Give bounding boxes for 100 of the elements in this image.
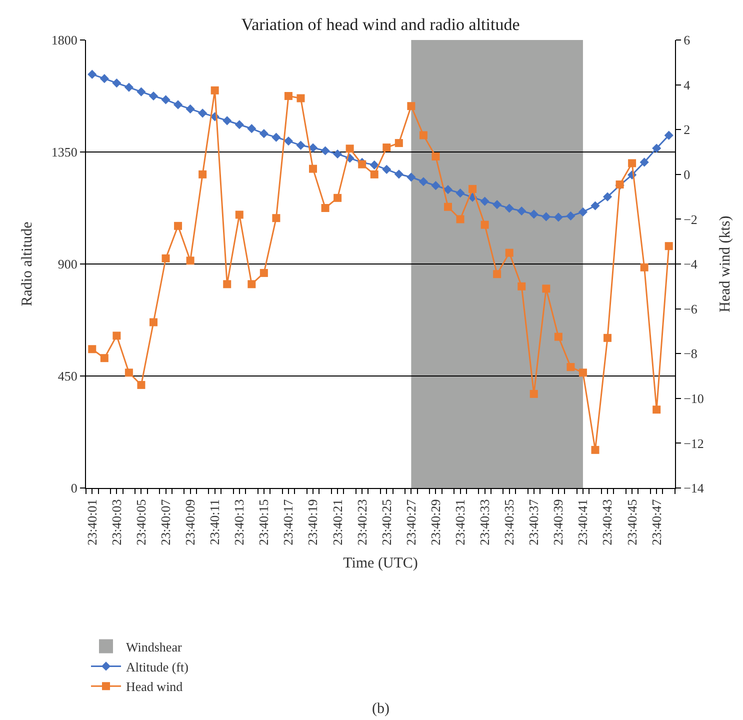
- x-tick-label: 23:40:25: [378, 499, 394, 546]
- x-tick-label: 23:40:33: [477, 499, 492, 546]
- x-tick-label: 23:40:21: [330, 499, 345, 546]
- point: [247, 124, 256, 134]
- point: [578, 207, 588, 217]
- y-tick-label: 1350: [51, 144, 78, 160]
- x-tick-label: 23:40:39: [550, 499, 566, 546]
- y2-tick-label: 0: [684, 166, 690, 182]
- y2-tick-label: −4: [684, 256, 698, 272]
- point: [517, 206, 526, 216]
- point: [480, 220, 489, 229]
- point: [174, 222, 182, 230]
- point: [591, 446, 600, 454]
- point: [272, 214, 280, 222]
- point: [456, 188, 465, 198]
- point: [468, 184, 477, 193]
- point: [602, 192, 612, 202]
- point: [578, 368, 587, 377]
- y2-tick-label: −6: [684, 301, 698, 316]
- y2-tick-label: −8: [684, 346, 698, 362]
- point: [234, 120, 244, 130]
- text: (b): [372, 701, 390, 717]
- x-tick-label: 23:40:17: [280, 498, 296, 546]
- x-tick-label: 23:40:27: [403, 498, 418, 546]
- x-tick-label: 23:40:31: [452, 499, 468, 546]
- y-axis-title: Radio altitude: [20, 221, 36, 306]
- point: [542, 284, 550, 293]
- point: [100, 354, 108, 362]
- point: [652, 406, 661, 414]
- x-tick-label: 23:40:01: [84, 499, 100, 546]
- point: [320, 146, 330, 156]
- x-tick-label: 23:40:09: [182, 499, 198, 546]
- point: [88, 345, 96, 354]
- point: [652, 144, 662, 153]
- x-tick-label: 23:40:29: [428, 499, 443, 546]
- point: [124, 82, 134, 92]
- x-tick-label: 23:40:07: [158, 498, 173, 546]
- point: [456, 215, 464, 224]
- point: [504, 204, 514, 213]
- point: [222, 116, 232, 126]
- point: [296, 94, 305, 102]
- x-tick-label: 23:40:11: [207, 499, 222, 545]
- point: [198, 170, 207, 178]
- point: [407, 102, 416, 110]
- point: [664, 130, 674, 140]
- x-tick-label: 23:40:37: [526, 498, 542, 546]
- point: [640, 158, 649, 167]
- y2-tick-label: −14: [684, 480, 704, 496]
- x-tick-label: 23:40:45: [624, 499, 640, 546]
- point: [518, 282, 526, 290]
- y2-axis-title: Head wind (kts): [717, 216, 734, 312]
- point: [198, 108, 208, 118]
- point: [529, 210, 538, 219]
- point: [628, 159, 636, 168]
- y2-tick-label: −12: [684, 436, 704, 451]
- point: [235, 210, 244, 219]
- y2-tick-label: −2: [684, 212, 698, 227]
- point: [346, 144, 354, 153]
- point: [530, 390, 538, 398]
- point: [406, 172, 416, 182]
- legend-label: Head wind: [126, 679, 184, 694]
- point: [136, 87, 146, 96]
- point: [418, 177, 428, 186]
- point: [112, 332, 121, 340]
- point: [321, 204, 330, 212]
- y-tick-label: 1800: [51, 32, 78, 48]
- point: [284, 136, 294, 146]
- point: [308, 143, 318, 152]
- point: [370, 160, 379, 170]
- point: [590, 201, 600, 210]
- point: [566, 211, 576, 221]
- point: [186, 104, 195, 114]
- point: [382, 144, 391, 152]
- point: [173, 100, 183, 110]
- point: [272, 132, 281, 142]
- legend-label: Windshear: [126, 639, 182, 654]
- y2-tick-label: −10: [684, 390, 704, 406]
- chart-title: Variation of head wind and radio altitude: [241, 14, 520, 34]
- x-tick-label: 23:40:43: [600, 499, 615, 546]
- x-tick-label: 23:40:23: [354, 499, 370, 546]
- x-tick-label: 23:40:47: [648, 498, 664, 546]
- point: [443, 185, 453, 194]
- point: [223, 280, 232, 288]
- x-tick-label: 23:40:15: [256, 499, 272, 546]
- point: [554, 212, 563, 222]
- point: [664, 242, 673, 250]
- point: [640, 263, 648, 272]
- point: [112, 78, 122, 88]
- x-tick-label: 23:40:13: [232, 499, 247, 546]
- y-tick-label: 450: [58, 368, 78, 384]
- point: [505, 248, 514, 257]
- point: [309, 164, 318, 173]
- point: [493, 270, 502, 278]
- point: [382, 164, 392, 174]
- point: [431, 181, 440, 190]
- y-tick-label: 0: [70, 480, 78, 496]
- x-tick-label: 23:40:03: [108, 499, 124, 546]
- x-tick-label: 23:40:41: [575, 499, 590, 546]
- x-axis-title: Time (UTC): [343, 555, 418, 572]
- point: [554, 332, 562, 341]
